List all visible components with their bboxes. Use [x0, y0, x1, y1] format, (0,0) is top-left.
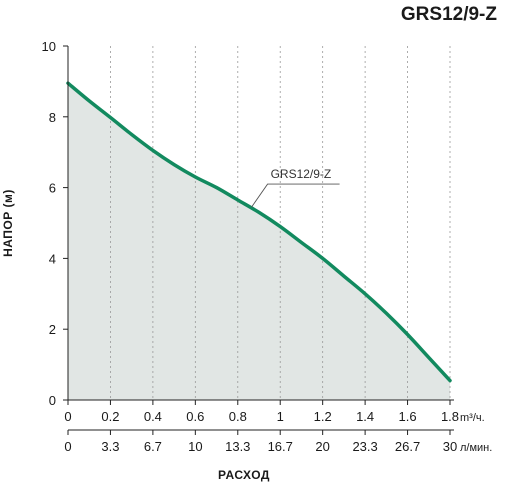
axes-layer: [63, 45, 454, 435]
x-tick-label-0.6: 0.6: [186, 409, 204, 424]
x-axis-title: РАСХОД: [218, 468, 270, 482]
x2-tick-label-16.7: 16.7: [268, 439, 293, 454]
chart-title: GRS12/9-Z: [401, 4, 497, 25]
x2-tick-label-13.3: 13.3: [225, 439, 250, 454]
x-tick-label-1: 1: [277, 409, 284, 424]
x-axis-unit-m3h: m³/ч.: [460, 412, 485, 424]
series-line: [66, 81, 452, 383]
labels-layer: 0 2 4 6 8 10 0 0.2 0.4 0.6 0.8 1 1.2 1.4 1.6 1.8 0 3.3 6.7…: [42, 39, 460, 454]
x2-tick-label-6.7: 6.7: [144, 439, 162, 454]
y-tick-label-2: 2: [49, 322, 56, 337]
annotation-leader: [251, 183, 340, 208]
x2-tick-label-26.7: 26.7: [395, 439, 420, 454]
x2-tick-label-10: 10: [188, 439, 202, 454]
curve-layer: GRS12/9-Z: [66, 81, 452, 383]
y-axis-title: НАПОР (м): [1, 189, 15, 257]
x-tick-label-1.8: 1.8: [441, 409, 459, 424]
x-tick-label-1.4: 1.4: [356, 409, 374, 424]
x-tick-label-0: 0: [64, 409, 71, 424]
x2-tick-label-30: 30: [443, 439, 457, 454]
y-tick-label-10: 10: [42, 39, 56, 54]
x2-tick-label-0: 0: [64, 439, 71, 454]
y-tick-label-6: 6: [49, 181, 56, 196]
x2-tick-label-23.3: 23.3: [352, 439, 377, 454]
x-axis-unit-lmin: л/мин.: [460, 442, 492, 454]
x-tick-label-0.4: 0.4: [144, 409, 162, 424]
y-tick-label-8: 8: [49, 110, 56, 125]
area-layer: [68, 83, 450, 401]
x2-tick-label-3.3: 3.3: [101, 439, 119, 454]
x-tick-label-1.6: 1.6: [399, 409, 417, 424]
y-tick-label-0: 0: [49, 393, 56, 408]
y-tick-label-4: 4: [49, 251, 56, 266]
series-annotation: GRS12/9-Z: [271, 167, 332, 181]
x-tick-label-0.2: 0.2: [101, 409, 119, 424]
area-fill: [68, 83, 450, 401]
x-tick-label-0.8: 0.8: [229, 409, 247, 424]
grid-layer: [110, 46, 451, 400]
x2-tick-label-20: 20: [315, 439, 329, 454]
x-tick-label-1.2: 1.2: [314, 409, 332, 424]
